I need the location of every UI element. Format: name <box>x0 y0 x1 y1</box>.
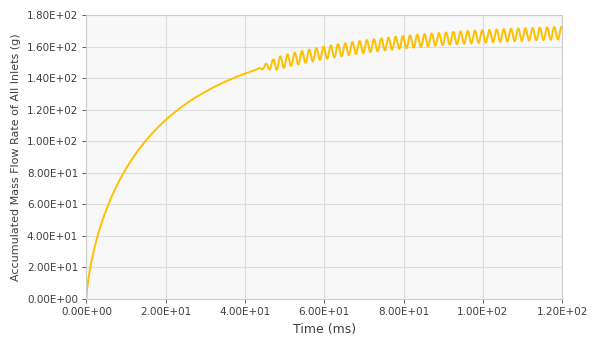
X-axis label: Time (ms): Time (ms) <box>293 323 356 336</box>
Y-axis label: Accumulated Mass Flow Rate of All Inlets (g): Accumulated Mass Flow Rate of All Inlets… <box>11 33 21 281</box>
